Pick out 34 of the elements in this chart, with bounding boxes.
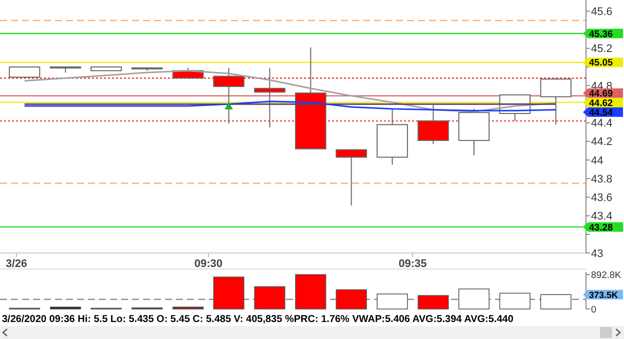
x-tick-label: 3/26 [6,258,28,270]
y-tick-label: 45.6 [591,6,612,18]
bar [213,276,244,310]
y-tick-label: 44.54 [589,107,614,118]
bar [540,294,572,310]
bar [376,294,408,310]
line-series [24,70,557,112]
ref-line-label: 44.69 [589,88,613,100]
y-tick-label: 43.4 [591,210,612,223]
y-tick-label: 44 [591,154,604,167]
candlestick [254,67,286,128]
x-tick-label: 09:35 [398,258,427,270]
y-tick-label: 43.8 [591,173,612,186]
bar [336,289,367,310]
ref-line-label: 45.05 [589,58,614,69]
y-tick-label: 0 [591,304,596,316]
y-tick-label: 44.2 [591,136,612,148]
bar [499,292,530,310]
ref-line-label: 43.28 [589,222,613,234]
y-tick-label: 45.2 [591,43,612,56]
ref-line-label: 45.36 [589,28,613,40]
bar [458,288,490,310]
x-tick-label: 09:30 [194,258,222,270]
line-series [24,100,557,112]
y-tick-label: 44.4 [591,118,612,130]
ref-line-label: 44.62 [589,98,613,109]
text: 3/26/2020 09:36 Hi: 5.5 Lo: 5.435 O: 5.45 C: 5.485 V: 405,835 %PRC: 1.76% VWAP:5.406 AVG:5.394 AVG:5.440 [2,314,514,325]
bar [295,274,326,310]
bar [418,295,449,310]
y-tick-label: 43.6 [591,192,612,204]
y-tick-label: 892.8K [591,270,622,281]
y-tick-label: 43 [591,248,604,260]
bar [254,286,286,310]
y-tick-label: 373.5K [589,290,619,300]
